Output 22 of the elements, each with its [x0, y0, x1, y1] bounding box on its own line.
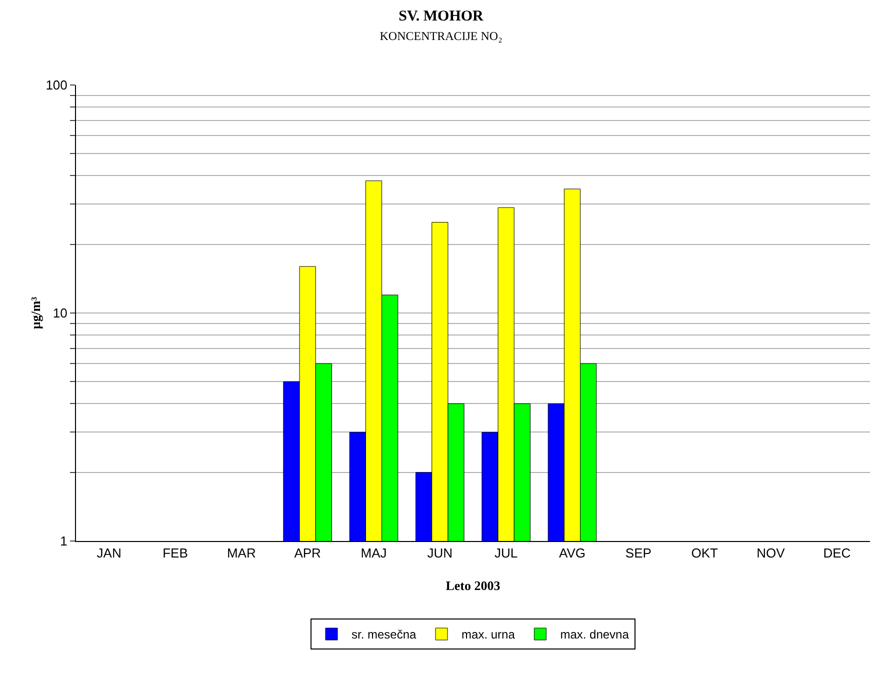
chart-subtitle: KONCENTRACIJE NO₂: [380, 29, 502, 44]
x-tick-label: JUN: [427, 546, 453, 561]
x-axis-title: Leto 2003: [446, 578, 501, 593]
x-tick-label: MAR: [226, 546, 256, 561]
y-tick-label: 100: [46, 78, 68, 93]
y-axis-title: µg/m³: [28, 296, 43, 330]
x-tick-label: MAJ: [360, 546, 387, 561]
x-tick-label: JAN: [96, 546, 122, 561]
x-tick-label: APR: [294, 546, 321, 561]
x-tick-label: JUL: [494, 546, 518, 561]
y-tick-label: 10: [52, 306, 68, 321]
x-tick-label: OKT: [691, 546, 718, 561]
y-tick-label: 1: [60, 534, 68, 549]
x-tick-label: NOV: [756, 546, 786, 561]
x-tick-label: AVG: [559, 546, 586, 561]
legend-label: sr. mesečna: [352, 628, 417, 642]
x-tick-label: SEP: [625, 546, 652, 561]
chart-title: SV. MOHOR: [398, 8, 484, 25]
legend-label: max. urna: [462, 628, 516, 642]
x-tick-label: DEC: [823, 546, 851, 561]
x-tick-label: FEB: [162, 546, 188, 561]
legend-label: max. dnevna: [560, 628, 630, 642]
